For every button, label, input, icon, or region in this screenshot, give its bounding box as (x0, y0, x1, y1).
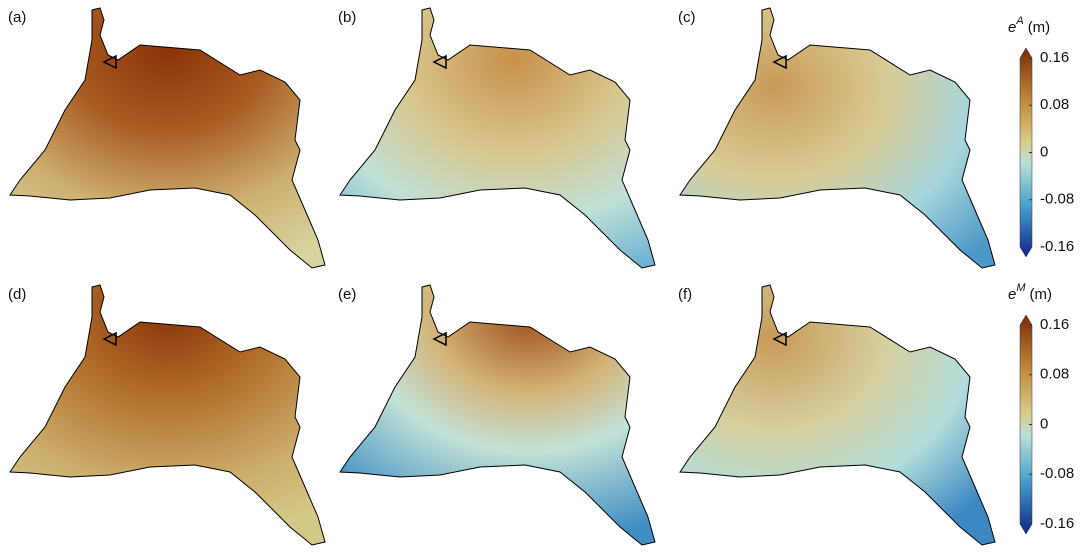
panel-label: (b) (338, 9, 356, 26)
title-unit: (m) (1030, 286, 1053, 303)
map-panel: (d) (8, 284, 326, 546)
title-superscript: M (1016, 282, 1026, 294)
gauge-marker (102, 54, 117, 70)
panel-label: (d) (8, 286, 26, 303)
colorbar-tick-label: -0.08 (1040, 191, 1074, 208)
map-field (339, 284, 656, 546)
panel-label: (a) (8, 9, 26, 26)
map-panel: (e) (338, 284, 656, 546)
colorbar-tick-label: 0.08 (1040, 96, 1069, 113)
colorbar-tick-label: 0 (1040, 415, 1048, 432)
map-field (679, 284, 996, 546)
map-panel: (f) (678, 284, 996, 546)
colorbar-tick-label: -0.16 (1040, 515, 1074, 532)
panel-label: (f) (678, 286, 692, 303)
colorbar-title: eM (m) (1008, 282, 1052, 303)
gauge-marker (432, 331, 447, 347)
map-panel: (a) (8, 7, 326, 269)
colorbar-tick-label: 0.16 (1040, 49, 1069, 66)
map-field (339, 7, 656, 269)
colorbar-tick-label: 0.08 (1040, 366, 1069, 383)
colorbar-title: eA (m) (1008, 15, 1050, 36)
map-field (9, 7, 326, 269)
colorbar-tick-label: 0.16 (1040, 316, 1069, 333)
title-unit: (m) (1028, 19, 1051, 36)
gauge-marker (102, 331, 117, 347)
title-symbol: e (1008, 286, 1016, 303)
gauge-marker (772, 331, 787, 347)
title-symbol: e (1008, 19, 1016, 36)
map-panel: (c) (678, 7, 996, 269)
colorbar-tick-label: 0 (1040, 143, 1048, 160)
gauge-marker (432, 54, 447, 70)
colorbar-tick-label: -0.08 (1040, 465, 1074, 482)
panel-label: (e) (338, 286, 356, 303)
title-superscript: A (1015, 15, 1023, 27)
map-panel: (b) (338, 7, 656, 269)
gauge-marker (772, 54, 787, 70)
map-field (679, 7, 996, 269)
map-field (9, 284, 326, 546)
panel-label: (c) (678, 9, 696, 26)
colorbar-tick-label: -0.16 (1040, 238, 1074, 255)
